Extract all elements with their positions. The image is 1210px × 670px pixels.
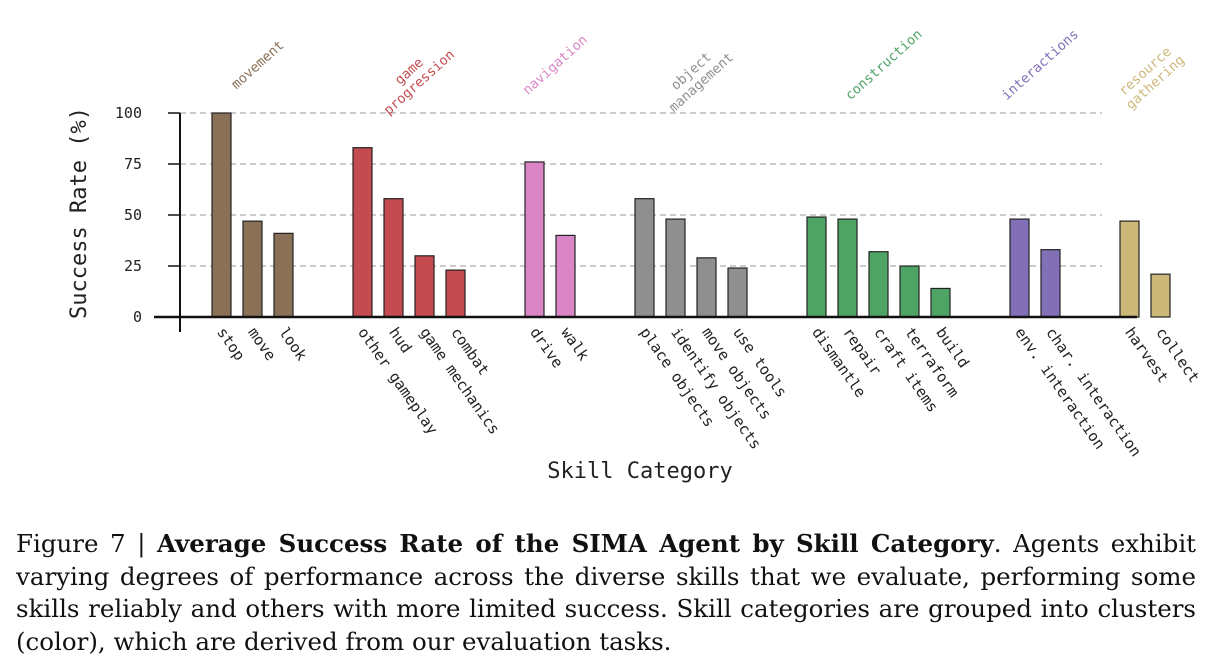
x-tick-label: hud [385, 324, 415, 357]
x-tick-label: move [244, 324, 279, 364]
y-axis-label: Success Rate (%) [67, 107, 92, 319]
group-label-line: interactions [999, 26, 1082, 103]
group-label: gameprogression [371, 36, 458, 119]
y-tick-label: 100 [115, 104, 142, 122]
group-labels: movement gameprogression navigation objectm… [228, 26, 1188, 119]
bar-build [930, 287, 951, 318]
group-label-line: progression [381, 47, 458, 119]
bar-move [242, 220, 263, 318]
bar-stop [211, 112, 232, 318]
bars [211, 112, 1171, 318]
bar-harvest [1119, 220, 1140, 318]
bar-move-objects [696, 257, 717, 318]
group-label: navigation [520, 32, 591, 98]
group-label: resourcegathering [1113, 41, 1188, 113]
y-tick-label: 75 [124, 155, 142, 173]
x-axis-label: Skill Category [547, 459, 732, 484]
y-tick-label: 0 [133, 308, 142, 326]
caption-body: . Agents exhibit varying degrees of perf… [16, 529, 1196, 656]
figure-caption: Figure 7 | Average Success Rate of the S… [16, 528, 1196, 658]
bar-use-tools [727, 267, 748, 318]
x-tick-label: look [275, 324, 310, 364]
bar-look [273, 232, 294, 318]
bar-combat [445, 269, 466, 318]
bar-identify-objects [665, 218, 686, 318]
bar-walk [555, 234, 576, 318]
x-tick-label: stop [213, 324, 248, 364]
group-label-line: construction [842, 26, 925, 103]
bar-other-gameplay [352, 147, 373, 318]
bar-hud [383, 198, 404, 318]
bar-env-interaction [1009, 218, 1030, 318]
bar-char-interaction [1040, 249, 1061, 318]
bar-repair [837, 218, 858, 318]
bar-game-mechanics [414, 255, 435, 318]
y-tick-label: 25 [124, 257, 142, 275]
group-label: objectmanagement [656, 38, 737, 115]
axes [154, 112, 1137, 332]
group-label: interactions [999, 26, 1082, 103]
bar-dismantle [806, 216, 827, 318]
bar-terraform [899, 265, 920, 318]
caption-title: Average Success Rate of the SIMA Agent b… [157, 529, 994, 558]
bar-place-objects [634, 198, 655, 318]
bar-craft-items [868, 251, 889, 318]
group-label-line: movement [228, 37, 287, 92]
group-label: movement [228, 37, 287, 92]
group-label: construction [842, 26, 925, 103]
group-label-line: navigation [520, 32, 591, 98]
y-tick-label: 50 [124, 206, 142, 224]
y-tick-labels: 0 25 50 75 100 [115, 104, 142, 326]
bar-collect [1150, 273, 1171, 318]
caption-prefix: Figure 7 | [16, 529, 157, 558]
bar-drive [524, 161, 545, 318]
